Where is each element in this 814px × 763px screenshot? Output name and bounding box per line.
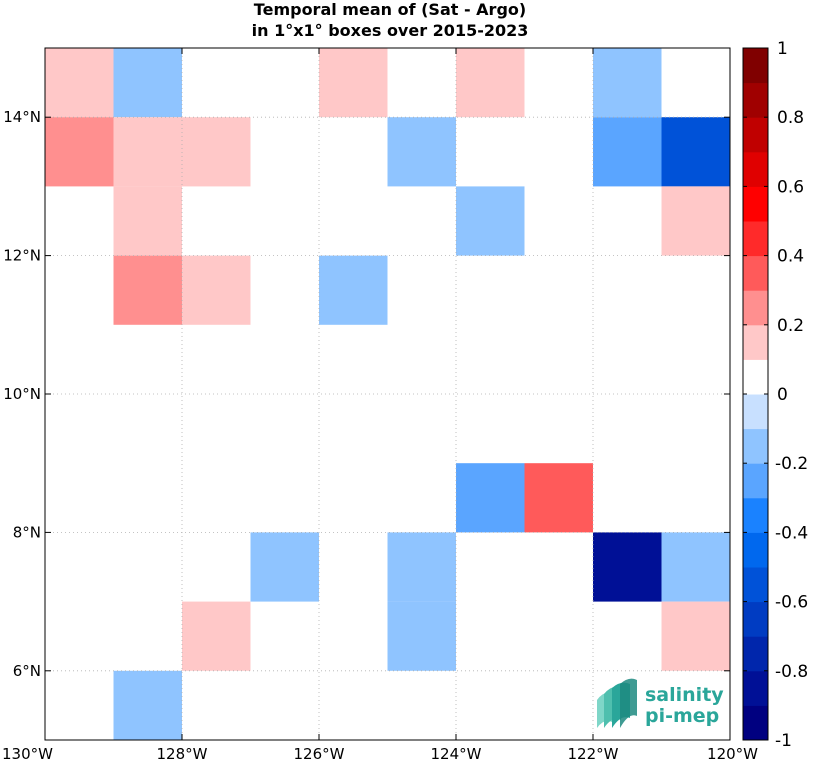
logo-text-salinity: salinity	[645, 684, 724, 706]
heatmap-cell	[113, 186, 182, 256]
colorbar-segment	[743, 670, 768, 706]
colorbar-segment	[743, 48, 768, 84]
y-tick-label: 10°N	[3, 385, 41, 403]
heatmap-cell	[113, 117, 182, 187]
heatmap-cell	[661, 601, 730, 671]
colorbar-segment	[743, 117, 768, 153]
colorbar-segment	[743, 567, 768, 603]
heatmap-cell	[456, 186, 525, 256]
heatmap-cell	[182, 255, 251, 325]
colorbar-segment	[743, 394, 768, 430]
x-tick-label: 128°W	[157, 745, 208, 763]
heatmap-cell	[387, 532, 456, 602]
heatmap-cell	[113, 48, 182, 118]
colorbar-tick-label: 0.6	[777, 177, 804, 197]
y-tick-label: 6°N	[13, 662, 41, 680]
colorbar-tick-label: 0.4	[777, 247, 804, 267]
x-tick-label: 120°W	[707, 745, 758, 763]
heatmap-cell	[661, 117, 730, 187]
heatmap-cells	[45, 48, 730, 740]
colorbar-tick-label: 1	[777, 39, 788, 59]
heatmap-cell	[387, 601, 456, 671]
colorbar-segment	[743, 463, 768, 499]
colorbar-segment	[743, 82, 768, 118]
heatmap-cell	[319, 48, 388, 118]
heatmap-cell	[182, 117, 251, 187]
heatmap-cell	[45, 48, 114, 118]
y-tick-label: 12°N	[3, 247, 41, 265]
y-tick-label: 8°N	[13, 523, 41, 541]
colorbar-segment	[743, 324, 768, 360]
chart-title-line-2: in 1°x1° boxes over 2015-2023	[251, 21, 529, 40]
heatmap-cell	[524, 463, 593, 533]
y-axis: 6°N 8°N 10°N 12°N 14°N	[3, 108, 730, 680]
chart-title-line-1: Temporal mean of (Sat - Argo)	[253, 0, 527, 19]
heatmap-cell	[250, 532, 319, 602]
colorbar-tick-label: 0.2	[777, 316, 804, 336]
logo-wave-icon	[597, 678, 637, 728]
colorbar-segment	[743, 497, 768, 533]
heatmap-cell	[593, 117, 662, 187]
colorbar-segment	[743, 255, 768, 291]
heatmap-cell	[661, 532, 730, 602]
colorbar-segment	[743, 290, 768, 326]
heatmap-cell	[182, 601, 251, 671]
colorbar-segment	[743, 532, 768, 568]
colorbar-segment	[743, 151, 768, 187]
colorbar: 1 0.8 0.6 0.4 0.2 0 -0.2 -0.4 -0.6 -0.8 -1	[742, 39, 808, 751]
colorbar-tick-label: -0.2	[775, 454, 808, 474]
colorbar-tick-label: -0.4	[775, 523, 808, 543]
salinity-pi-mep-logo: salinity pi-mep	[597, 678, 724, 728]
x-tick-label: 126°W	[294, 745, 345, 763]
heatmap-cell	[661, 186, 730, 256]
logo-text-pimep: pi-mep	[645, 705, 719, 727]
colorbar-tick-label: -0.8	[775, 662, 808, 682]
x-axis: 130°W 128°W 126°W 124°W 122°W 120°W	[2, 48, 758, 763]
heatmap-cell	[456, 463, 525, 533]
heatmap-cell	[593, 48, 662, 118]
colorbar-segment	[743, 359, 768, 395]
colorbar-tick-label: 0.8	[777, 108, 804, 128]
colorbar-segment	[743, 221, 768, 257]
x-tick-label: 122°W	[568, 745, 619, 763]
heatmap-cell	[593, 532, 662, 602]
colorbar-segment	[743, 601, 768, 637]
heatmap-cell	[456, 48, 525, 118]
colorbar-tick-label: -1	[775, 731, 792, 751]
colorbar-tick-label: 0	[777, 385, 788, 405]
heatmap-cell	[319, 255, 388, 325]
colorbar-segment	[743, 186, 768, 222]
heatmap-cell	[45, 117, 114, 187]
colorbar-tick-label: -0.6	[775, 593, 808, 613]
heatmap-cell	[113, 255, 182, 325]
colorbar-segment	[743, 705, 768, 741]
colorbar-segment	[743, 636, 768, 672]
y-tick-label: 14°N	[3, 108, 41, 126]
colorbar-segment	[743, 428, 768, 464]
x-tick-label: 124°W	[431, 745, 482, 763]
x-tick-label: 130°W	[2, 745, 53, 763]
heatmap-cell	[113, 670, 182, 740]
heatmap-cell	[387, 117, 456, 187]
